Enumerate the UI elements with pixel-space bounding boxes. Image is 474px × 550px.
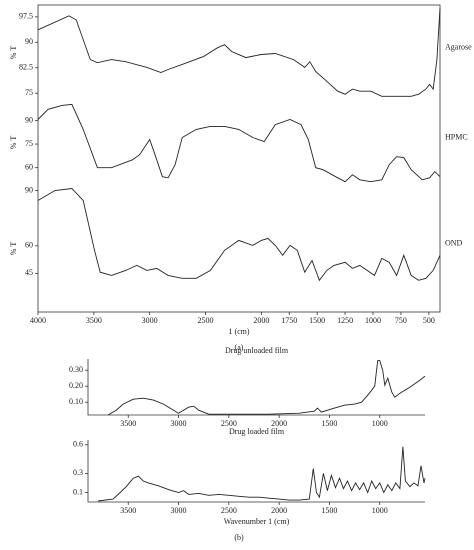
x-tick-label: 1250 — [337, 316, 353, 325]
x-tick-label: 3000 — [171, 419, 187, 428]
spectrum-line — [37, 188, 441, 282]
x-tick-label: 3500 — [120, 506, 136, 515]
x-tick-label: 2000 — [253, 316, 269, 325]
x-tick-label: 2500 — [221, 506, 237, 515]
y-tick-label: 45 — [25, 268, 33, 277]
y-tick-label: 0.6 — [73, 440, 83, 449]
x-tick-label: 2000 — [271, 419, 287, 428]
x-tick-label: 3500 — [86, 316, 102, 325]
y-tick-label: 0.1 — [73, 487, 83, 496]
y-axis-label: % T — [9, 46, 18, 60]
series-name: Agarose — [445, 42, 472, 51]
spectrum-line — [37, 103, 441, 183]
y-tick-label: 0.10 — [69, 397, 83, 406]
y-tick-label: 60 — [25, 241, 33, 250]
series-name: HPMC — [445, 132, 468, 141]
x-tick-label: 3500 — [120, 419, 136, 428]
x-tick-label: 2500 — [221, 419, 237, 428]
x-tick-label: 750 — [395, 316, 407, 325]
x-tick-label: 1500 — [321, 506, 337, 515]
spectrum-line — [98, 446, 426, 502]
y-tick-label: 75 — [25, 139, 33, 148]
y-tick-label: 0.30 — [69, 365, 83, 374]
panel-caption: (b) — [234, 533, 244, 542]
y-tick-label: 60 — [25, 163, 33, 172]
x-tick-label: 4000 — [30, 316, 46, 325]
x-tick-label: 3000 — [171, 506, 187, 515]
y-tick-label: 75 — [25, 88, 33, 97]
x-tick-label: 1000 — [372, 419, 388, 428]
y-tick-label: 97.5 — [19, 12, 33, 21]
y-tick-label: 90 — [25, 185, 33, 194]
spectrum-line — [107, 360, 426, 416]
panel-caption: (a) — [235, 343, 244, 352]
axis-frame — [87, 440, 425, 503]
x-tick-label: 2500 — [198, 316, 214, 325]
x-tick-label: 500 — [423, 316, 435, 325]
y-tick-label: 90 — [25, 37, 33, 46]
panel-a-frame — [37, 4, 441, 313]
spectrum-line — [37, 8, 441, 97]
x-tick-label: 1500 — [309, 316, 325, 325]
y-tick-label: 0.3 — [73, 468, 83, 477]
x-tick-label: 1000 — [365, 316, 381, 325]
x-axis-label: 1 (cm) — [228, 327, 249, 336]
axis-frame — [87, 359, 425, 416]
plot-title: Drug unloaded film — [225, 346, 289, 355]
y-tick-label: 90 — [25, 115, 33, 124]
series-name: OND — [445, 238, 463, 247]
x-tick-label: 3000 — [142, 316, 158, 325]
y-tick-label: 0.20 — [69, 381, 83, 390]
x-tick-label: 1750 — [281, 316, 297, 325]
x-axis-label: Wavenumber 1 (cm) — [224, 517, 290, 526]
y-axis-label: % T — [9, 242, 18, 256]
y-axis-label: % T — [9, 136, 18, 150]
x-tick-label: 2000 — [271, 506, 287, 515]
x-tick-label: 1500 — [321, 419, 337, 428]
y-tick-label: 82.5 — [19, 63, 33, 72]
plot-title: Drug loaded film — [229, 427, 285, 436]
x-tick-label: 1000 — [372, 506, 388, 515]
